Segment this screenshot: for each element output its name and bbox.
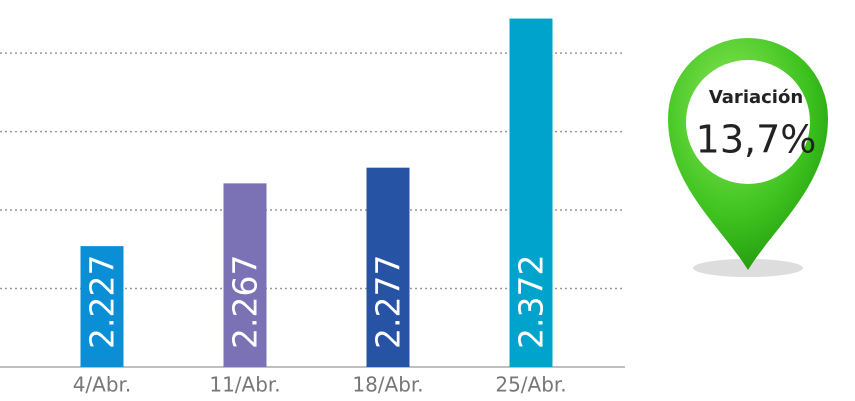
- x-tick-label: 18/Abr.: [352, 373, 423, 397]
- pin: Variación 13,7%: [668, 38, 828, 277]
- value-label: 2.372: [512, 255, 551, 349]
- bar: [223, 183, 267, 367]
- value-label: 2.277: [369, 255, 408, 349]
- annotation-value: 13,7%: [696, 118, 817, 162]
- bar: [366, 167, 410, 367]
- annotation-label: Variación: [709, 87, 803, 108]
- bar: [509, 18, 553, 368]
- value-label: 2.267: [226, 255, 265, 349]
- pin-face: [686, 60, 810, 184]
- value-label: 2.227: [83, 255, 122, 349]
- bar: [80, 246, 124, 367]
- x-tick-label: 11/Abr.: [209, 373, 280, 397]
- x-tick-label: 4/Abr.: [73, 373, 132, 397]
- x-tick-label: 25/Abr.: [495, 373, 566, 397]
